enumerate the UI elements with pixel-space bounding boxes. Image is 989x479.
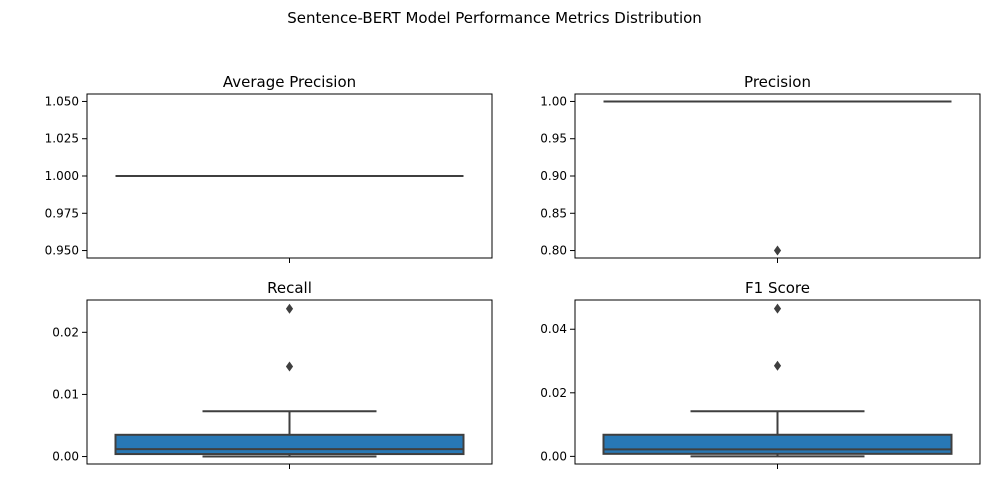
y-tick-label: 0.80 xyxy=(540,244,567,258)
axes-frame xyxy=(574,93,981,259)
y-tick-label: 0.85 xyxy=(540,206,567,220)
y-tick-label: 0.975 xyxy=(45,206,79,220)
y-tick-label: 1.00 xyxy=(540,94,567,108)
y-tick-label: 1.000 xyxy=(45,169,79,183)
panel-title: Average Precision xyxy=(223,73,356,91)
panel-title: F1 Score xyxy=(745,279,810,297)
box xyxy=(602,433,953,455)
outlier-point xyxy=(285,361,294,372)
panel-2: Recall 0.00 0.01 0.02 xyxy=(52,279,493,469)
y-tick-label: 0.95 xyxy=(540,132,567,146)
box xyxy=(114,433,465,456)
y-tick-label: 0.00 xyxy=(52,450,79,464)
panel-title: Recall xyxy=(267,279,312,297)
outlier-point xyxy=(773,303,782,314)
outlier-point xyxy=(773,360,782,371)
outlier-point xyxy=(285,303,294,314)
outlier-point xyxy=(773,245,782,256)
axes-frame xyxy=(86,299,493,465)
y-tick-label: 1.025 xyxy=(45,132,79,146)
y-tick-label: 0.01 xyxy=(52,387,79,401)
y-tick-label: 0.04 xyxy=(540,322,567,336)
y-tick-label: 0.90 xyxy=(540,169,567,183)
panels: Average Precision 0.950 0.975 1.000 1.025 1.0… xyxy=(45,73,981,469)
figure-suptitle: Sentence-BERT Model Performance Metrics … xyxy=(287,9,702,27)
panel-title: Precision xyxy=(744,73,811,91)
y-tick-label: 0.00 xyxy=(540,449,567,463)
panel-3: F1 Score 0.00 0.02 0.04 xyxy=(540,279,981,469)
panel-0: Average Precision 0.950 0.975 1.000 1.025 1.0… xyxy=(45,73,493,263)
y-tick-label: 0.02 xyxy=(52,325,79,339)
y-tick-label: 0.02 xyxy=(540,386,567,400)
y-tick-label: 0.950 xyxy=(45,244,79,258)
y-tick-label: 1.050 xyxy=(45,94,79,108)
panel-1: Precision 0.80 0.85 0.90 0.95 1.00 xyxy=(540,73,981,263)
axes-frame xyxy=(86,93,493,259)
axes-frame xyxy=(574,299,981,465)
